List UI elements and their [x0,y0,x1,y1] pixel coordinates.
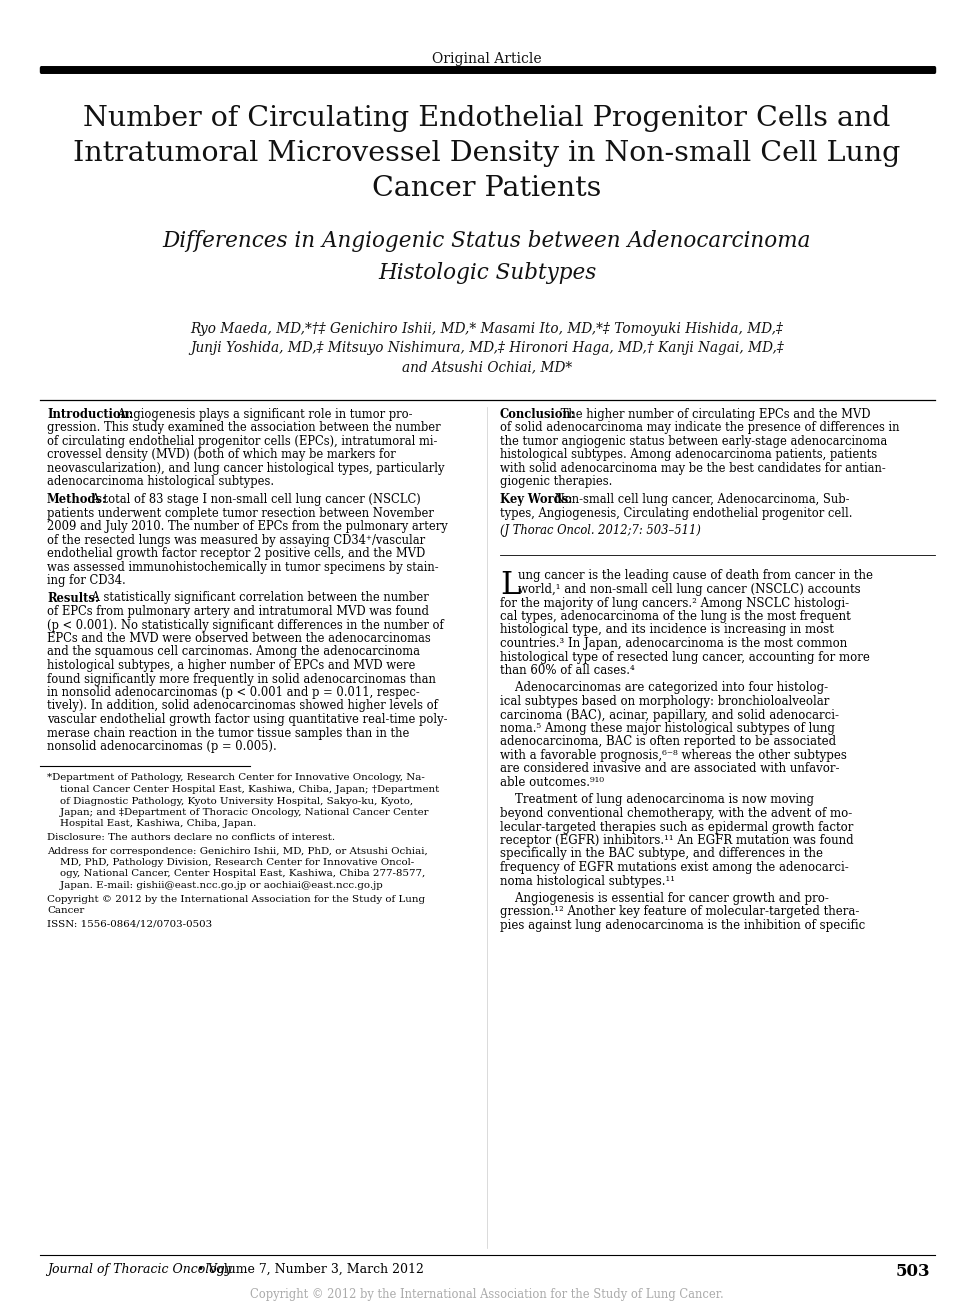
Text: endothelial growth factor receptor 2 positive cells, and the MVD: endothelial growth factor receptor 2 pos… [47,547,425,560]
Text: Treatment of lung adenocarcinoma is now moving: Treatment of lung adenocarcinoma is now … [500,793,814,806]
Text: Hospital East, Kashiwa, Chiba, Japan.: Hospital East, Kashiwa, Chiba, Japan. [47,820,256,829]
Text: frequency of EGFR mutations exist among the adenocarci-: frequency of EGFR mutations exist among … [500,861,849,874]
Text: and Atsushi Ochiai, MD*: and Atsushi Ochiai, MD* [402,360,572,375]
Text: Introduction:: Introduction: [47,408,134,422]
Text: Results:: Results: [47,591,99,604]
Text: crovessel density (MVD) (both of which may be markers for: crovessel density (MVD) (both of which m… [47,449,396,462]
Text: the tumor angiogenic status between early-stage adenocarcinoma: the tumor angiogenic status between earl… [500,435,887,448]
Text: and the squamous cell carcinomas. Among the adenocarcinoma: and the squamous cell carcinomas. Among … [47,646,420,659]
Text: types, Angiogenesis, Circulating endothelial progenitor cell.: types, Angiogenesis, Circulating endothe… [500,506,852,519]
Text: Conclusion:: Conclusion: [500,408,576,422]
Text: The higher number of circulating EPCs and the MVD: The higher number of circulating EPCs an… [557,408,870,422]
Text: MD, PhD, Pathology Division, Research Center for Innovative Oncol-: MD, PhD, Pathology Division, Research Ce… [47,857,414,867]
Text: lecular-targeted therapies such as epidermal growth factor: lecular-targeted therapies such as epide… [500,821,853,834]
Text: Non-small cell lung cancer, Adenocarcinoma, Sub-: Non-small cell lung cancer, Adenocarcino… [552,493,850,506]
Text: A total of 83 stage I non-small cell lung cancer (NSCLC): A total of 83 stage I non-small cell lun… [88,493,421,506]
Text: countries.³ In Japan, adenocarcinoma is the most common: countries.³ In Japan, adenocarcinoma is … [500,637,847,650]
Text: world,¹ and non-small cell lung cancer (NSCLC) accounts: world,¹ and non-small cell lung cancer (… [518,583,861,596]
Text: with solid adenocarcinoma may be the best candidates for antian-: with solid adenocarcinoma may be the bes… [500,462,885,475]
Text: adenocarcinoma, BAC is often reported to be associated: adenocarcinoma, BAC is often reported to… [500,736,837,749]
Text: are considered invasive and are associated with unfavor-: are considered invasive and are associat… [500,762,839,775]
Text: neovascularization), and lung cancer histological types, particularly: neovascularization), and lung cancer his… [47,462,445,475]
Text: EPCs and the MVD were observed between the adenocarcinomas: EPCs and the MVD were observed between t… [47,632,431,645]
Bar [40,67,935,72]
Text: cal types, adenocarcinoma of the lung is the most frequent: cal types, adenocarcinoma of the lung is… [500,609,851,622]
Text: Address for correspondence: Genichiro Ishii, MD, PhD, or Atsushi Ochiai,: Address for correspondence: Genichiro Is… [47,847,428,856]
Text: with a favorable prognosis,⁶⁻⁸ whereas the other subtypes: with a favorable prognosis,⁶⁻⁸ whereas t… [500,749,847,762]
Text: Methods:: Methods: [47,493,107,506]
Text: than 60% of all cases.⁴: than 60% of all cases.⁴ [500,664,635,677]
Text: specifically in the BAC subtype, and differences in the: specifically in the BAC subtype, and dif… [500,847,823,860]
Text: *Department of Pathology, Research Center for Innovative Oncology, Na-: *Department of Pathology, Research Cente… [47,774,425,783]
Text: L: L [500,569,521,600]
Text: Histologic Subtypes: Histologic Subtypes [378,262,596,284]
Text: Journal of Thoracic Oncology: Journal of Thoracic Oncology [47,1263,232,1276]
Text: 503: 503 [895,1263,930,1280]
Text: Angiogenesis is essential for cancer growth and pro-: Angiogenesis is essential for cancer gro… [500,893,829,904]
Text: Cancer Patients: Cancer Patients [372,175,602,202]
Text: giogenic therapies.: giogenic therapies. [500,475,612,488]
Text: of the resected lungs was measured by assaying CD34⁺/vascular: of the resected lungs was measured by as… [47,534,425,547]
Text: histological subtypes. Among adenocarcinoma patients, patients: histological subtypes. Among adenocarcin… [500,449,878,462]
Text: adenocarcinoma histological subtypes.: adenocarcinoma histological subtypes. [47,475,274,488]
Text: Intratumoral Microvessel Density in Non-small Cell Lung: Intratumoral Microvessel Density in Non-… [73,140,901,167]
Text: Copyright © 2012 by the International Association for the Study of Lung Cancer.: Copyright © 2012 by the International As… [251,1288,723,1301]
Text: patients underwent complete tumor resection between November: patients underwent complete tumor resect… [47,506,434,519]
Text: ical subtypes based on morphology: bronchioloalveolar: ical subtypes based on morphology: bronc… [500,696,830,709]
Text: Number of Circulating Endothelial Progenitor Cells and: Number of Circulating Endothelial Progen… [83,104,891,132]
Text: Copyright © 2012 by the International Association for the Study of Lung: Copyright © 2012 by the International As… [47,894,425,903]
Text: beyond conventional chemotherapy, with the advent of mo-: beyond conventional chemotherapy, with t… [500,806,852,820]
Text: of EPCs from pulmonary artery and intratumoral MVD was found: of EPCs from pulmonary artery and intrat… [47,606,429,619]
Text: receptor (EGFR) inhibitors.¹¹ An EGFR mutation was found: receptor (EGFR) inhibitors.¹¹ An EGFR mu… [500,834,854,847]
Text: Junji Yoshida, MD,‡ Mitsuyo Nishimura, MD,‡ Hironori Haga, MD,† Kanji Nagai, MD,: Junji Yoshida, MD,‡ Mitsuyo Nishimura, M… [190,341,784,355]
Text: tional Cancer Center Hospital East, Kashiwa, Chiba, Japan; †Department: tional Cancer Center Hospital East, Kash… [47,786,440,793]
Text: noma histological subtypes.¹¹: noma histological subtypes.¹¹ [500,874,675,887]
Text: Ryo Maeda, MD,*†‡ Genichiro Ishii, MD,* Masami Ito, MD,*‡ Tomoyuki Hishida, MD,‡: Ryo Maeda, MD,*†‡ Genichiro Ishii, MD,* … [190,322,784,335]
Text: of Diagnostic Pathology, Kyoto University Hospital, Sakyo-ku, Kyoto,: of Diagnostic Pathology, Kyoto Universit… [47,796,413,805]
Text: in nonsolid adenocarcinomas (p < 0.001 and p = 0.011, respec-: in nonsolid adenocarcinomas (p < 0.001 a… [47,686,420,699]
Text: A statistically significant correlation between the number: A statistically significant correlation … [88,591,429,604]
Text: noma.⁵ Among these major histological subtypes of lung: noma.⁵ Among these major histological su… [500,722,835,735]
Text: Japan. E-mail: gishii@east.ncc.go.jp or aochiai@east.ncc.go.jp: Japan. E-mail: gishii@east.ncc.go.jp or … [47,881,383,890]
Text: Differences in Angiogenic Status between Adenocarcinoma: Differences in Angiogenic Status between… [163,230,811,252]
Text: for the majority of lung cancers.² Among NSCLC histologi-: for the majority of lung cancers.² Among… [500,596,849,609]
Text: Disclosure: The authors declare no conflicts of interest.: Disclosure: The authors declare no confl… [47,833,335,842]
Text: Original Article: Original Article [432,52,542,67]
Text: Japan; and ‡Department of Thoracic Oncology, National Cancer Center: Japan; and ‡Department of Thoracic Oncol… [47,808,428,817]
Text: (p < 0.001). No statistically significant differences in the number of: (p < 0.001). No statistically significan… [47,619,444,632]
Text: Adenocarcinomas are categorized into four histolog-: Adenocarcinomas are categorized into fou… [500,681,828,694]
Text: able outcomes.⁹¹⁰: able outcomes.⁹¹⁰ [500,776,604,790]
Text: merase chain reaction in the tumor tissue samples than in the: merase chain reaction in the tumor tissu… [47,727,410,740]
Text: Cancer: Cancer [47,906,84,915]
Text: nonsolid adenocarcinomas (p = 0.005).: nonsolid adenocarcinomas (p = 0.005). [47,740,277,753]
Text: 2009 and July 2010. The number of EPCs from the pulmonary artery: 2009 and July 2010. The number of EPCs f… [47,519,448,532]
Text: (J Thorac Oncol. 2012;7: 503–511): (J Thorac Oncol. 2012;7: 503–511) [500,525,701,536]
Text: was assessed immunohistochemically in tumor specimens by stain-: was assessed immunohistochemically in tu… [47,561,439,573]
Text: ISSN: 1556-0864/12/0703-0503: ISSN: 1556-0864/12/0703-0503 [47,920,213,928]
Text: vascular endothelial growth factor using quantitative real-time poly-: vascular endothelial growth factor using… [47,713,448,726]
Text: • Volume 7, Number 3, March 2012: • Volume 7, Number 3, March 2012 [193,1263,424,1276]
Text: gression.¹² Another key feature of molecular-targeted thera-: gression.¹² Another key feature of molec… [500,906,859,919]
Text: tively). In addition, solid adenocarcinomas showed higher levels of: tively). In addition, solid adenocarcino… [47,699,438,713]
Text: of circulating endothelial progenitor cells (EPCs), intratumoral mi-: of circulating endothelial progenitor ce… [47,435,438,448]
Text: found significantly more frequently in solid adenocarcinomas than: found significantly more frequently in s… [47,672,436,685]
Text: ing for CD34.: ing for CD34. [47,574,126,587]
Text: histological type of resected lung cancer, accounting for more: histological type of resected lung cance… [500,650,870,663]
Text: Angiogenesis plays a significant role in tumor pro-: Angiogenesis plays a significant role in… [114,408,412,422]
Text: histological subtypes, a higher number of EPCs and MVD were: histological subtypes, a higher number o… [47,659,415,672]
Text: of solid adenocarcinoma may indicate the presence of differences in: of solid adenocarcinoma may indicate the… [500,422,900,435]
Text: carcinoma (BAC), acinar, papillary, and solid adenocarci-: carcinoma (BAC), acinar, papillary, and … [500,709,839,722]
Text: histological type, and its incidence is increasing in most: histological type, and its incidence is … [500,624,834,637]
Text: ung cancer is the leading cause of death from cancer in the: ung cancer is the leading cause of death… [518,569,873,582]
Text: pies against lung adenocarcinoma is the inhibition of specific: pies against lung adenocarcinoma is the … [500,919,865,932]
Text: gression. This study examined the association between the number: gression. This study examined the associ… [47,422,441,435]
Text: Key Words:: Key Words: [500,493,572,506]
Text: ogy, National Cancer, Center Hospital East, Kashiwa, Chiba 277-8577,: ogy, National Cancer, Center Hospital Ea… [47,869,425,878]
